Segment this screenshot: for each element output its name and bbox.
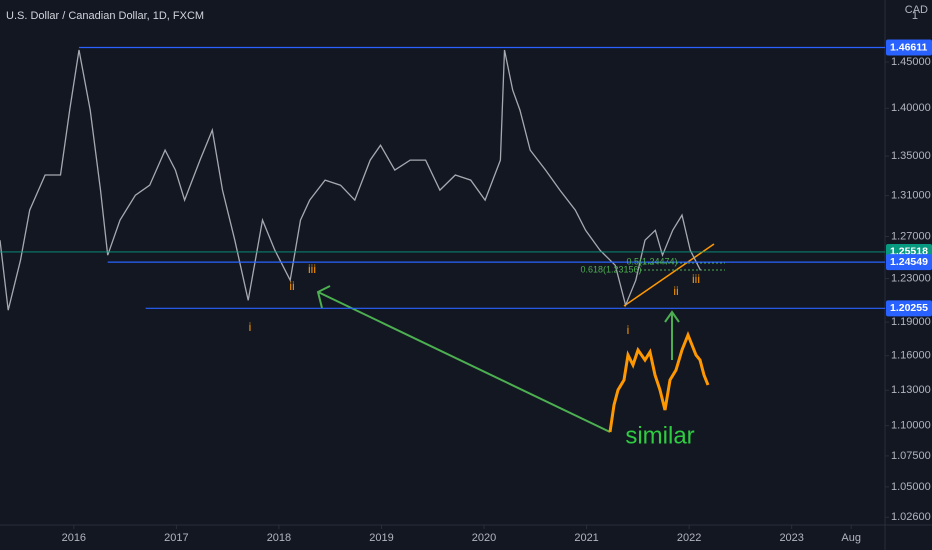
annotation: ii <box>289 279 294 293</box>
x-tick-label: 2019 <box>369 532 393 544</box>
y-tick-label: 1.07500 <box>891 450 931 462</box>
y-tick-label: 1.23000 <box>891 273 931 285</box>
x-tick-label: Aug <box>841 532 861 544</box>
y-tick-label: 1.27000 <box>891 230 931 242</box>
arrow <box>317 291 611 433</box>
annotation: 0.5(1.24474) <box>626 256 677 266</box>
x-tick-label: 2017 <box>164 532 188 544</box>
chart-title: U.S. Dollar / Canadian Dollar, 1D, FXCM <box>6 10 204 22</box>
annotation: i <box>627 323 630 337</box>
price-tag <box>886 300 932 317</box>
y-tick-label: 1.05000 <box>891 481 931 493</box>
x-tick-label: 2023 <box>779 532 803 544</box>
currency-label: CAD <box>905 4 928 16</box>
price-line <box>0 49 701 311</box>
y-tick-label: 1.02600 <box>891 511 931 523</box>
x-tick-label: 2021 <box>574 532 598 544</box>
price-tag-label: 1.20255 <box>890 302 928 314</box>
annotation: similar <box>625 422 694 449</box>
y-tick-label: 1.13000 <box>891 384 931 396</box>
price-tag <box>886 254 932 271</box>
x-tick-label: 2016 <box>62 532 86 544</box>
price-tag-label: 1.24549 <box>890 256 928 268</box>
x-tick-label: 2020 <box>472 532 496 544</box>
arrow-head <box>664 310 680 323</box>
y-tick-label: 1.45000 <box>891 56 931 68</box>
y-tick-label: 1.10000 <box>891 420 931 432</box>
y-tick-label: 1.31000 <box>891 190 931 202</box>
arrow-head <box>316 285 331 309</box>
annotation: ii <box>673 284 678 298</box>
y-tick-label: 1.16000 <box>891 350 931 362</box>
annotation: i <box>249 320 252 334</box>
y-tick-label: 1.40000 <box>891 102 931 114</box>
x-tick-label: 2022 <box>677 532 701 544</box>
annotation: 0.618(1.23156) <box>580 264 641 274</box>
scale-mark: 1 <box>912 10 918 22</box>
annotation: iii <box>692 272 700 286</box>
x-tick-label: 2018 <box>267 532 291 544</box>
y-tick-label: 1.19000 <box>891 316 931 328</box>
price-tag <box>886 39 932 56</box>
y-tick-label: 1.35000 <box>891 150 931 162</box>
similar-pattern <box>608 330 710 433</box>
price-tag-label: 1.46611 <box>890 41 928 53</box>
annotation: iii <box>308 262 316 276</box>
trend-line <box>623 243 715 307</box>
